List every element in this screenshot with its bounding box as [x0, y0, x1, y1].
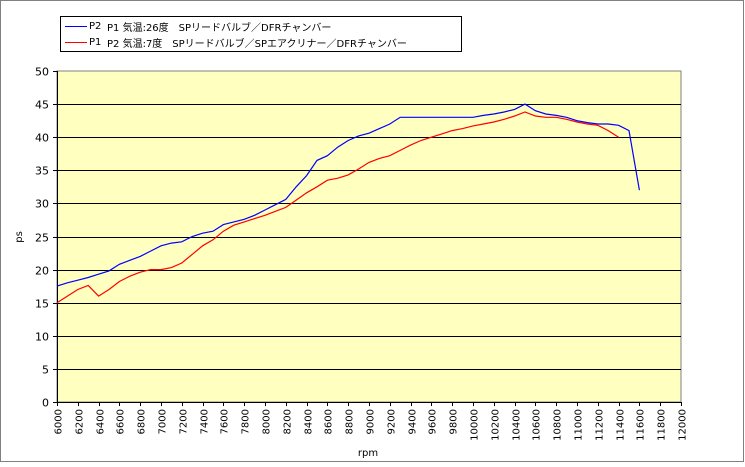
x-tick-label: 8400 — [304, 409, 315, 434]
x-tick-label: 9000 — [366, 409, 377, 434]
y-tick-label: 45 — [35, 99, 49, 112]
x-tick-label: 6000 — [54, 409, 65, 434]
x-tick-label: 9400 — [408, 409, 419, 434]
legend-item-p2: P2 P1 気温:26度 SPリードバルブ／DFRチャンバー — [65, 19, 332, 34]
gridlines — [57, 104, 681, 370]
y-tick-label: 50 — [35, 66, 49, 79]
x-tick-label: 11800 — [657, 409, 668, 441]
y-tick-label: 20 — [35, 265, 49, 278]
x-tick-label: 6600 — [116, 409, 127, 434]
y-tick-label: 30 — [35, 198, 49, 211]
x-tick-label: 9200 — [387, 409, 398, 434]
x-axis-label: rpm — [358, 448, 378, 459]
x-tick-label: 8000 — [262, 409, 273, 434]
x-tick-label: 6200 — [75, 409, 86, 434]
x-tick-label: 11000 — [574, 409, 585, 441]
x-tick-label: 6400 — [96, 409, 107, 434]
legend-series-description: P1 気温:26度 SPリードバルブ／DFRチャンバー — [107, 22, 332, 34]
legend-series-name: P2 — [89, 20, 102, 32]
legend: P2 P1 気温:26度 SPリードバルブ／DFRチャンバー P1 P2 気温:… — [60, 16, 462, 52]
legend-swatch-blue — [65, 25, 87, 27]
plot-area — [56, 70, 682, 403]
x-tick-label: 6800 — [137, 409, 148, 434]
y-tick-label: 0 — [42, 397, 49, 410]
x-tick-label: 8800 — [345, 409, 356, 434]
y-tick-label: 35 — [35, 165, 49, 178]
y-axis-label: ps — [14, 231, 25, 243]
legend-series-description: P2 気温:7度 SPリードバルブ／SPエアクリナー／DFRチャンバー — [107, 38, 407, 50]
axes: 0 5 10 15 20 25 30 35 40 45 50 6000 6200 6400 6600 6800… — [35, 66, 689, 441]
y-tick-label: 40 — [35, 132, 49, 145]
x-tick-label: 7600 — [220, 409, 231, 434]
series-line-p1 — [56, 111, 619, 304]
x-tick-label: 10600 — [532, 409, 543, 441]
y-tick-label: 15 — [35, 298, 49, 311]
x-tick-label: 8200 — [283, 409, 294, 434]
y-tick-label: 25 — [35, 232, 49, 245]
x-tick-label: 7800 — [241, 409, 252, 434]
x-tick-label: 11600 — [636, 409, 647, 441]
x-tick-label: 7400 — [200, 409, 211, 434]
legend-swatch-red — [65, 41, 87, 43]
series-line-p2 — [56, 103, 640, 287]
x-tick-label: 10200 — [491, 409, 502, 441]
x-tick-label: 11400 — [616, 409, 627, 441]
x-tick-label: 7200 — [179, 409, 190, 434]
series-lines — [56, 103, 640, 304]
legend-series-name: P1 — [89, 36, 102, 48]
x-tick-label: 9600 — [428, 409, 439, 434]
x-tick-label: 12000 — [678, 409, 689, 441]
x-tick-label: 7000 — [158, 409, 169, 434]
y-tick-label: 10 — [35, 331, 49, 344]
x-tick-label: 10400 — [512, 409, 523, 441]
legend-item-p1: P1 P2 気温:7度 SPリードバルブ／SPエアクリナー／DFRチャンバー — [65, 35, 407, 50]
x-tick-label: 10800 — [553, 409, 564, 441]
x-tick-label: 8600 — [324, 409, 335, 434]
x-tick-label: 9800 — [449, 409, 460, 434]
y-tick-label: 5 — [42, 364, 49, 377]
x-tick-label: 11200 — [595, 409, 606, 441]
x-tick-label: 10000 — [470, 409, 481, 441]
